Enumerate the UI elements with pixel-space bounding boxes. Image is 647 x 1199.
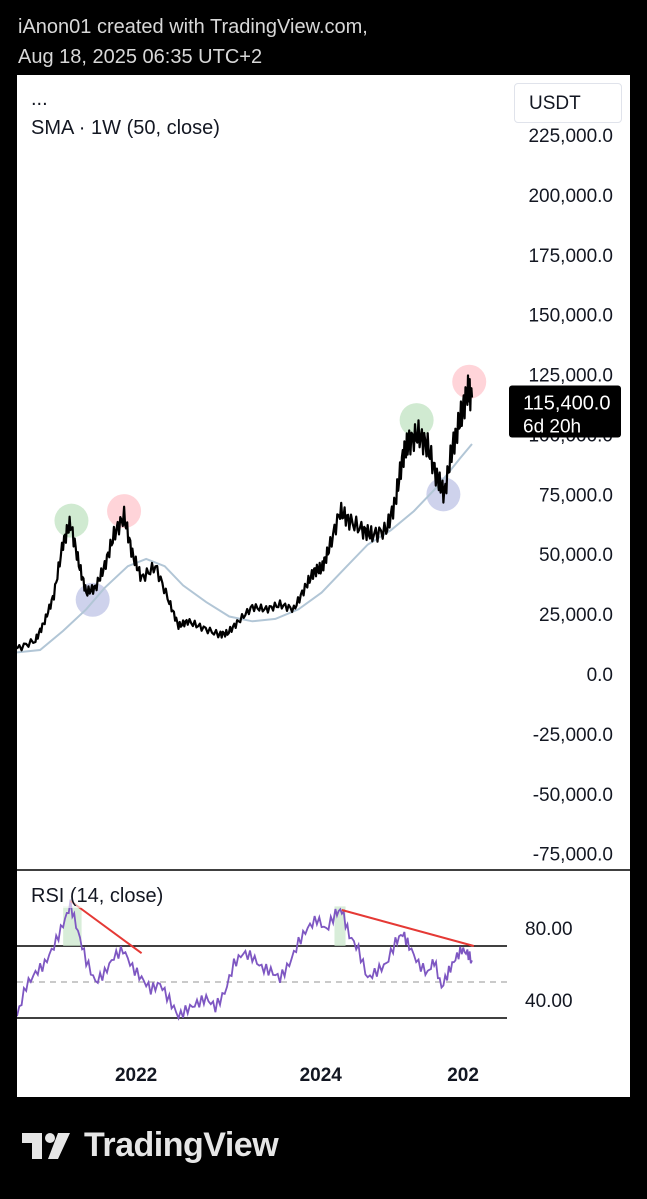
chart-panel[interactable]: 225,000.0 200,000.0 175,000.0 150,000.0 125,… (17, 75, 630, 1097)
y-tick-label: 25,000.0 (539, 605, 613, 626)
y-tick-label: 75,000.0 (539, 485, 613, 506)
x-tick-label: 2022 (115, 1065, 157, 1086)
date-line: Aug 18, 2025 06:35 UTC+2 (18, 46, 263, 68)
rsi-legend[interactable]: RSI (14, close) (31, 885, 164, 908)
price-badge-countdown: 6d 20h (523, 417, 581, 438)
price-badge-value: 115,400.0 (523, 393, 611, 415)
rsi-trendline[interactable] (69, 900, 143, 955)
price-badge[interactable] (509, 385, 621, 438)
rsi-trendline[interactable] (341, 909, 475, 947)
y-tick-label: 225,000.0 (528, 126, 613, 147)
sma-legend[interactable]: SMA · 1W (50, close) (31, 117, 220, 139)
rsi-y-tick-label: 40.00 (525, 991, 573, 1012)
tradingview-logo: TradingView (20, 1126, 279, 1165)
currency-button[interactable]: USDT (514, 83, 622, 123)
annotation-circle-green[interactable] (399, 403, 434, 438)
brand-wordmark: TradingView (84, 1126, 279, 1164)
y-tick-label: 125,000.0 (528, 366, 613, 387)
y-tick-label: 150,000.0 (528, 306, 613, 327)
rsi-overbought-fill (334, 906, 346, 946)
rsi-y-tick-label: 80.00 (525, 919, 573, 940)
price-line[interactable] (17, 374, 474, 652)
rsi-overbought-fill (63, 906, 82, 946)
y-tick-label: -25,000.0 (533, 725, 613, 746)
y-tick-label: -75,000.0 (533, 845, 613, 866)
annotation-circle-green[interactable] (54, 503, 89, 538)
rsi-line[interactable] (17, 899, 473, 1021)
sma-line[interactable] (17, 443, 473, 654)
y-tick-label: -50,000.0 (533, 785, 613, 806)
y-tick-label: 0.0 (587, 665, 613, 686)
tradingview-logo-icon (22, 1132, 70, 1159)
y-tick-label: 50,000.0 (539, 545, 613, 566)
y-tick-label: 175,000.0 (528, 246, 613, 267)
author-line: iAnon01 created with TradingView.com, (18, 16, 368, 38)
snapshot-header: iAnon01 created with TradingView.com, Au… (18, 12, 368, 72)
x-tick-label: 202 (447, 1065, 479, 1086)
x-tick-label: 2024 (300, 1065, 343, 1086)
y-tick-label: 200,000.0 (528, 186, 613, 207)
chart-canvas[interactable]: 225,000.0 200,000.0 175,000.0 150,000.0 125,… (17, 75, 630, 1097)
legend-more[interactable]: ... (31, 88, 48, 110)
